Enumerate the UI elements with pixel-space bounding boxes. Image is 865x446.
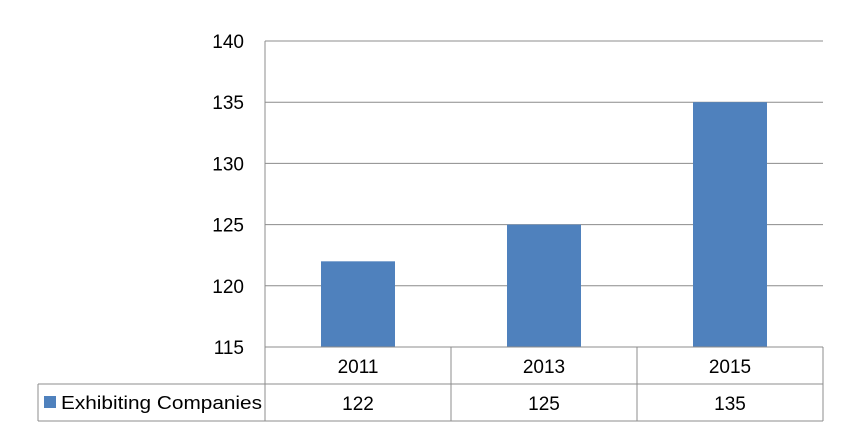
y-tick-label: 130 <box>212 154 244 175</box>
y-tick-label: 125 <box>212 216 244 237</box>
table-value: 125 <box>528 394 560 415</box>
legend-swatch <box>44 396 56 408</box>
table-value: 135 <box>714 394 746 415</box>
y-tick-label: 115 <box>214 338 244 359</box>
bars <box>321 102 767 347</box>
bar-2015 <box>693 102 767 347</box>
y-tick-label: 140 <box>212 32 244 53</box>
x-tick-label: 2011 <box>338 357 379 378</box>
table-value: 122 <box>342 394 374 415</box>
x-tick-label: 2013 <box>523 357 565 378</box>
y-tick-label: 135 <box>212 93 244 114</box>
data-table: 2011 2013 2015 Exhibiting Companies 122 125 13… <box>37 346 824 422</box>
legend-label: Exhibiting Companies <box>61 393 262 413</box>
x-tick-label: 2015 <box>709 357 751 378</box>
bar-2013 <box>507 224 581 347</box>
y-tick-labels: 115 120 125 130 135 140 <box>212 32 244 359</box>
bar-2011 <box>321 261 395 347</box>
y-tick-label: 120 <box>212 277 244 298</box>
